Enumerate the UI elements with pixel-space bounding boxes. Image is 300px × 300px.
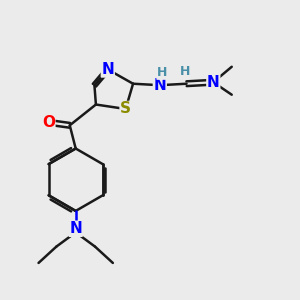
Text: H: H	[157, 66, 167, 79]
Text: N: N	[69, 221, 82, 236]
Text: H: H	[180, 65, 190, 78]
Text: N: N	[153, 78, 166, 93]
Text: N: N	[101, 62, 114, 77]
Text: S: S	[120, 101, 131, 116]
Text: O: O	[42, 115, 55, 130]
Text: N: N	[207, 75, 220, 90]
